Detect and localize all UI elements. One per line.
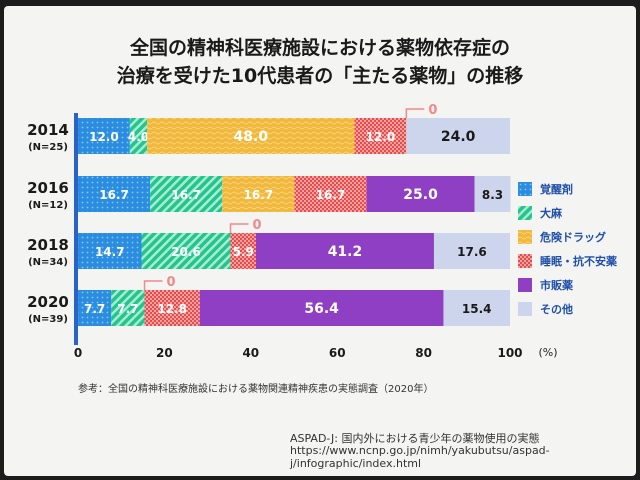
zero-callout-label: 0 xyxy=(167,275,176,290)
bar-value-label: 16.7 xyxy=(99,188,129,202)
legend-swatch xyxy=(518,206,532,220)
category-year-label: 2014 xyxy=(27,121,69,139)
bar-value-label: 12.0 xyxy=(89,130,119,144)
x-axis-unit: (%) xyxy=(538,346,557,359)
category-year-label: 2018 xyxy=(27,236,69,254)
legend-swatch xyxy=(518,278,532,292)
bar-segment xyxy=(78,290,112,326)
source-url[interactable]: https://www.ncnp.go.jp/nimh/yakubutsu/as… xyxy=(290,444,550,470)
bar-segment xyxy=(144,290,200,326)
x-tick-label: 20 xyxy=(156,346,173,360)
bar-segment xyxy=(222,176,295,212)
bar-segment xyxy=(78,233,142,269)
category-year-label: 2020 xyxy=(27,293,69,311)
bar-value-label: 7.7 xyxy=(117,302,138,316)
chart-title: 全国の精神科医療施設における薬物依存症の 治療を受けた10代患者の「主たる薬物」… xyxy=(0,34,640,90)
legend-swatch xyxy=(518,182,532,196)
title-line-1: 全国の精神科医療施設における薬物依存症の xyxy=(129,37,510,59)
bar-segment xyxy=(474,176,511,212)
bar-segment xyxy=(255,233,434,269)
bar-value-label: 12.8 xyxy=(157,302,187,316)
bar-value-label: 12.0 xyxy=(366,130,396,144)
zero-callout-label: 0 xyxy=(252,218,261,233)
bar-value-label: 16.7 xyxy=(244,188,274,202)
bar-segment xyxy=(147,118,355,154)
category-n-label: (N=12) xyxy=(28,200,68,211)
bar-value-label: 17.6 xyxy=(457,245,487,259)
x-tick-label: 40 xyxy=(242,346,259,360)
bar-segment xyxy=(111,290,145,326)
y-axis-accent-bar xyxy=(74,113,78,345)
bar-segment xyxy=(129,118,148,154)
category-n-label: (N=25) xyxy=(28,142,68,153)
legend-label: 危険ドラッグ xyxy=(540,231,606,244)
zero-callout-line xyxy=(229,223,249,233)
legend-label: 覚醒剤 xyxy=(540,183,573,196)
legend-label: 市販薬 xyxy=(540,279,573,292)
bar-segment xyxy=(78,118,130,154)
category-n-label: (N=39) xyxy=(28,314,68,325)
x-tick-label: 60 xyxy=(329,346,346,360)
bar-value-label: 5.9 xyxy=(233,245,254,259)
bar-segment xyxy=(150,176,223,212)
bar-segment xyxy=(78,176,151,212)
bar-value-label: 16.7 xyxy=(316,188,346,202)
zero-callout-label: 0 xyxy=(428,103,437,118)
bar-segment xyxy=(443,290,510,326)
bar-segment xyxy=(406,118,510,154)
legend-swatch xyxy=(518,302,532,316)
bar-value-label: 16.7 xyxy=(171,188,201,202)
bar-value-label: 20.6 xyxy=(171,245,201,259)
zero-callout-line xyxy=(405,108,425,118)
bar-segment xyxy=(433,233,510,269)
legend-swatch xyxy=(518,254,532,268)
legend-label: 大麻 xyxy=(540,207,562,220)
bar-segment xyxy=(230,233,256,269)
source-title: ASPAD-J: 国内外における青少年の薬物使用の実態 xyxy=(290,432,540,445)
x-tick-label: 0 xyxy=(74,346,82,360)
bar-value-label: 41.2 xyxy=(328,244,363,260)
reference-note: 参考：全国の精神科医療施設における薬物関連精神疾患の実態調査（2020年） xyxy=(78,384,434,395)
bar-value-label: 4.0 xyxy=(128,130,149,144)
bar-value-label: 15.4 xyxy=(462,302,492,316)
category-year-label: 2016 xyxy=(27,179,69,197)
title-line-2: 治療を受けた10代患者の「主たる薬物」の推移 xyxy=(116,65,524,87)
bar-value-label: 8.3 xyxy=(482,188,503,202)
bar-value-label: 25.0 xyxy=(403,187,438,203)
bar-value-label: 56.4 xyxy=(304,301,339,317)
bar-segment xyxy=(141,233,231,269)
bar-value-label: 24.0 xyxy=(441,129,476,145)
bar-value-label: 14.7 xyxy=(95,245,125,259)
bar-value-label: 48.0 xyxy=(234,129,269,145)
legend-swatch xyxy=(518,230,532,244)
bar-segment xyxy=(354,118,407,154)
bar-segment xyxy=(366,176,475,212)
x-tick-label: 80 xyxy=(415,346,432,360)
bar-segment xyxy=(199,290,444,326)
legend-label: 睡眠・抗不安薬 xyxy=(540,255,617,268)
bar-segment xyxy=(294,176,367,212)
x-tick-label: 100 xyxy=(497,346,522,360)
bar-value-label: 7.7 xyxy=(84,302,105,316)
legend-label: その他 xyxy=(540,303,573,316)
category-n-label: (N=34) xyxy=(28,257,68,268)
zero-callout-line xyxy=(143,280,163,290)
